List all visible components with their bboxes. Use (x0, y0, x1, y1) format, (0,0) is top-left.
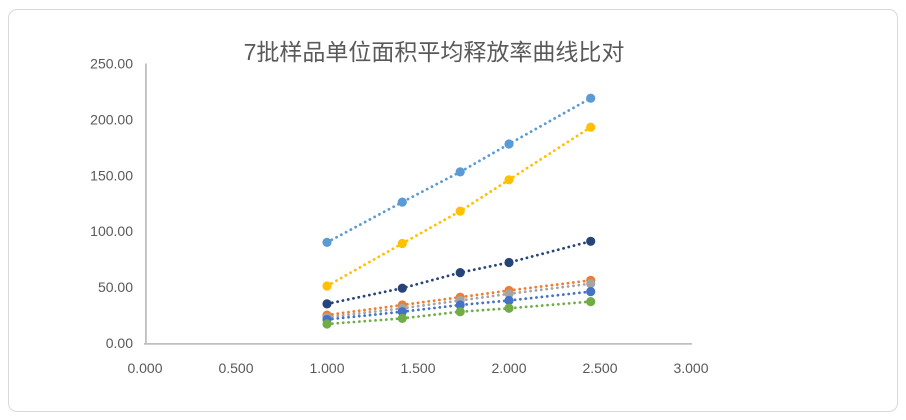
data-point-series-2-gold (397, 238, 407, 249)
y-axis-tick-label: 100.00 (90, 223, 133, 239)
data-point-series-6-blue (586, 287, 596, 297)
y-axis-tick-label: 250.00 (90, 56, 133, 72)
data-point-series-3-dark-blue (455, 268, 465, 278)
data-point-series-6-blue (455, 300, 465, 310)
data-point-series-7-green (397, 313, 407, 323)
data-point-series-1-light-blue (586, 93, 596, 103)
y-axis-tick-label: 200.00 (90, 111, 133, 127)
data-point-series-7-green (322, 319, 332, 329)
data-point-series-7-green (504, 303, 514, 313)
chart-title: 7批样品单位面积平均释放率曲线比对 (244, 39, 625, 65)
x-axis-tick-label: 1.500 (400, 360, 435, 376)
labels-layer: 0.00 50.00 100.00 150.00 200.00 250.00 0.000 0.… (90, 56, 709, 377)
chart-card (8, 9, 898, 412)
data-point-series-2-gold (504, 175, 514, 185)
data-point-series-1-light-blue (322, 237, 332, 247)
axes-layer (144, 63, 692, 345)
data-point-series-3-dark-blue (504, 257, 514, 268)
data-point-series-2-gold (586, 122, 596, 132)
x-axis-tick-label: 2.500 (582, 360, 617, 376)
series-line-series-2-gold (325, 125, 593, 288)
x-axis-tick-label: 0.500 (218, 360, 253, 376)
series-line-series-3-dark-blue (325, 239, 593, 306)
data-point-series-3-dark-blue (322, 299, 332, 309)
data-point-series-1-light-blue (455, 167, 465, 177)
data-point-series-7-green (455, 307, 465, 317)
series-layer (322, 93, 596, 329)
data-point-series-1-light-blue (504, 139, 514, 149)
data-point-series-1-light-blue (397, 197, 407, 207)
data-point-series-2-gold (322, 281, 332, 291)
y-axis-tick-label: 150.00 (90, 167, 133, 183)
data-point-series-3-dark-blue (586, 236, 596, 246)
data-point-series-5-gray (504, 289, 514, 299)
data-point-series-5-gray (586, 279, 596, 289)
x-axis-tick-label: 1.000 (309, 360, 344, 376)
x-axis-tick-label: 2.000 (491, 360, 526, 376)
data-point-series-6-blue (397, 307, 407, 317)
y-axis-tick-label: 0.00 (106, 335, 133, 351)
x-axis-tick-label: 3.000 (673, 360, 708, 376)
data-point-series-7-green (586, 297, 596, 307)
data-point-series-6-blue (504, 295, 514, 306)
y-axis-tick-label: 50.00 (98, 279, 133, 295)
x-axis-tick-label: 0.000 (127, 360, 162, 376)
data-point-series-3-dark-blue (397, 283, 407, 293)
data-point-series-2-gold (455, 206, 465, 216)
